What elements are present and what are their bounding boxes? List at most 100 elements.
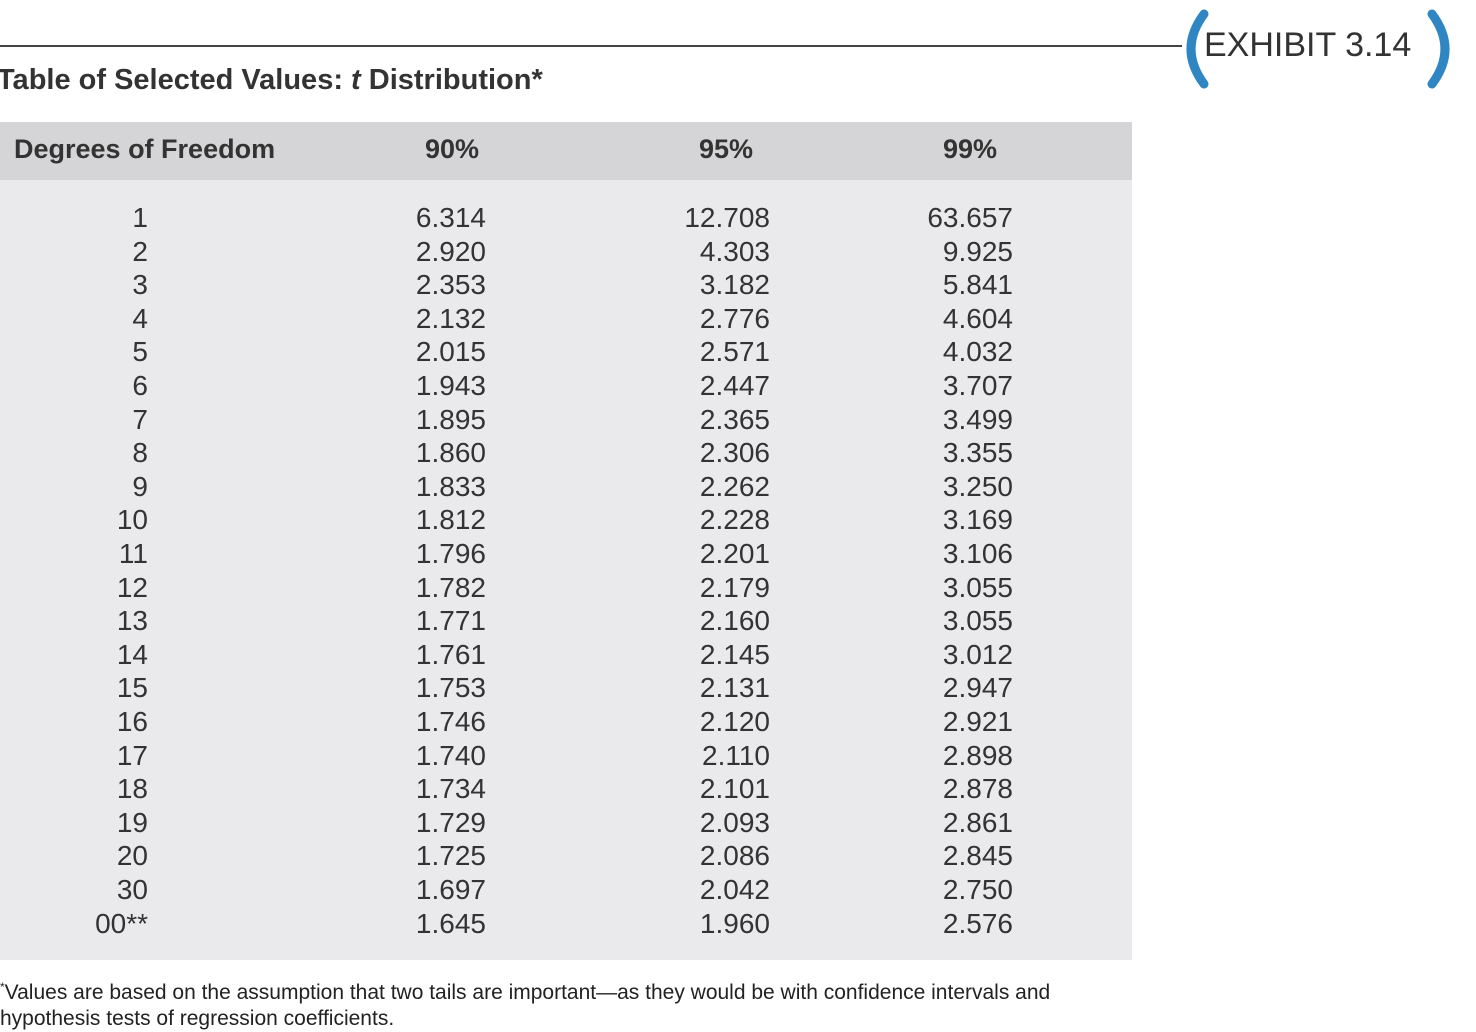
row-label: 1 [132, 202, 148, 233]
table-cell: 3.250 [942, 470, 1013, 502]
table-cell: 2.042 [699, 874, 770, 905]
table-cell: 2.110 [702, 739, 770, 771]
column-header: Degrees of Freedom [14, 134, 276, 164]
row-label: 6 [132, 370, 148, 401]
row-label: 30 [116, 874, 148, 905]
table-cell: 1.960 [699, 907, 770, 939]
table-cell: 3.182 [699, 269, 770, 301]
table-cell: 2.750 [942, 874, 1013, 905]
table-cell: 3.106 [942, 538, 1013, 569]
footnote: *Values are based on the assumption that… [0, 974, 1050, 1032]
table-cell: 2.160 [699, 605, 770, 637]
row-label: 14 [116, 638, 148, 670]
table-cell: 2.201 [699, 538, 770, 569]
row-label: 9 [132, 470, 148, 502]
table-cell: 2.132 [415, 302, 486, 334]
row-label: 20 [116, 840, 148, 872]
table-cell: 2.086 [699, 840, 770, 872]
table-cell: 2.920 [415, 235, 486, 267]
table-cell: 12.708 [684, 202, 770, 233]
table-cell: 2.898 [942, 739, 1013, 771]
table-cell: 2.878 [942, 773, 1013, 805]
table-cell: 1.833 [415, 470, 486, 502]
table-cell: 2.921 [942, 706, 1013, 737]
table-cell: 1.645 [415, 907, 486, 939]
table-cell: 3.055 [942, 605, 1013, 637]
row-label: 2 [132, 235, 148, 267]
row-label: 18 [116, 773, 148, 805]
table-cell: 1.812 [415, 504, 486, 536]
table-cell: 2.447 [699, 370, 770, 401]
table-cell: 2.228 [699, 504, 770, 536]
table-cell: 1.782 [415, 571, 486, 603]
table-cell: 2.131 [699, 672, 770, 704]
row-label: 4 [132, 302, 148, 334]
row-label: 7 [132, 403, 148, 435]
row-label: 12 [116, 571, 148, 603]
column-header: 90% [424, 134, 480, 164]
table-cell: 1.697 [415, 874, 486, 905]
table-cell: 3.499 [942, 403, 1013, 435]
table-cell: 1.729 [415, 806, 486, 838]
row-label: 17 [116, 739, 148, 771]
table-cell: 1.860 [415, 437, 486, 469]
table-cell: 1.746 [415, 706, 486, 737]
row-label: 15 [116, 672, 148, 704]
title-italic: t [351, 64, 361, 96]
exhibit-brackets [1186, 9, 1450, 89]
table-cell: 2.101 [699, 773, 770, 805]
table-cell: 2.576 [942, 907, 1013, 939]
row-label: 3 [132, 269, 148, 301]
table-cell: 1.725 [415, 840, 486, 872]
table-cell: 3.012 [942, 638, 1013, 670]
footnote-line: Values are based on the assumption that … [4, 981, 1051, 1004]
row-label: 5 [132, 336, 148, 368]
column-header: 95% [698, 134, 754, 164]
table-cell: 2.947 [942, 672, 1013, 704]
table-cell: 2.145 [699, 638, 770, 670]
row-label: 10 [116, 504, 148, 536]
table-cell: 2.262 [699, 470, 770, 502]
table-body [0, 122, 1132, 960]
row-label: 16 [116, 706, 148, 737]
table-cell: 4.604 [942, 302, 1013, 334]
table-cell: 2.861 [942, 806, 1013, 838]
table-cell: 63.657 [927, 202, 1013, 233]
table-cell: 1.734 [415, 773, 486, 805]
footnote-mark: * [0, 980, 5, 994]
table-cell: 1.753 [415, 672, 486, 704]
footnote-line: hypothesis tests of regression coefficie… [0, 1007, 395, 1030]
table-cell: 3.707 [942, 370, 1013, 401]
title-text: Table of Selected Values: [0, 64, 352, 96]
row-label: 13 [116, 605, 148, 637]
row-label: 8 [132, 437, 148, 469]
table-cell: 2.306 [699, 437, 770, 469]
exhibit-label: EXHIBIT 3.14 [1204, 26, 1412, 64]
table-cell: 6.314 [415, 202, 486, 233]
table-cell: 9.925 [942, 235, 1013, 267]
table-cell: 1.771 [415, 605, 486, 637]
table-cell: 2.776 [699, 302, 770, 334]
table-cell: 3.055 [942, 571, 1013, 603]
table-cell: 4.032 [942, 336, 1013, 368]
table-cell: 1.761 [415, 638, 486, 670]
table-cell: 2.093 [699, 806, 770, 838]
table-cell: 1.943 [415, 370, 486, 401]
table-cell: 2.845 [942, 840, 1013, 872]
table-cell: 3.355 [942, 437, 1013, 469]
table-header [0, 122, 1132, 180]
row-label: 00** [95, 907, 148, 939]
table-cell: 1.796 [415, 538, 486, 569]
table-cell: 2.179 [699, 571, 770, 603]
table-cell: 3.169 [942, 504, 1013, 536]
row-label: 19 [116, 806, 148, 838]
table-title: Table of Selected Values: t Distribution… [0, 64, 543, 97]
table-cell: 2.120 [699, 706, 770, 737]
table-cell: 2.571 [699, 336, 770, 368]
top-rule [0, 45, 1182, 47]
table-cell: 2.353 [415, 269, 486, 301]
table-cell: 2.365 [699, 403, 770, 435]
table-cell: 1.895 [415, 403, 486, 435]
table-cell: 2.015 [415, 336, 486, 368]
